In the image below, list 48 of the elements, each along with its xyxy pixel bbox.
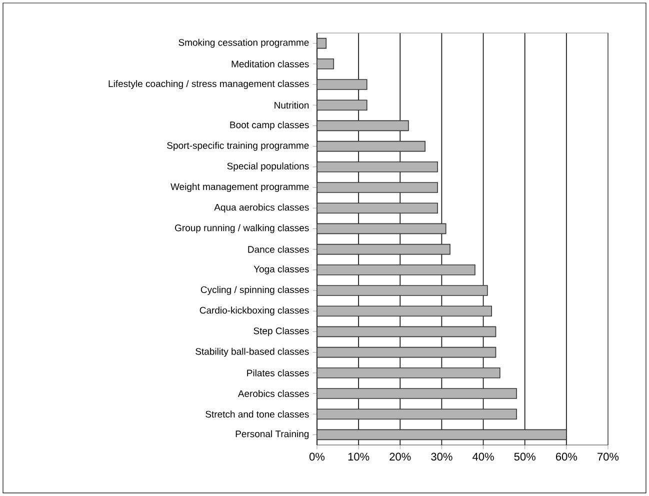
y-tick-label: Smoking cessation programme [178,38,309,48]
bar [316,79,368,90]
bar [316,326,496,338]
bar [316,140,426,152]
y-tick-label: Lifestyle coaching / stress management classes [108,80,309,89]
x-tick-label: 70% [598,452,619,461]
y-tick-label: Stretch and tone classes [206,410,309,418]
bar [316,429,567,440]
bar [316,223,446,234]
y-tick-label: Personal Training [236,430,309,440]
y-tick-label: Dance classes [248,246,309,253]
bar [316,100,368,110]
bar [316,162,438,172]
x-tick-label: 40% [472,452,494,461]
y-tick-label: Stability ball-based classes [196,348,309,357]
x-tick-label: 10% [348,452,370,461]
bar [316,244,450,255]
bar [316,38,327,49]
bar [316,367,500,378]
x-tick-label: 0% [309,452,325,461]
y-tick-label: Nutrition [274,102,309,109]
y-tick-label: Sport-specific training programme [167,142,309,151]
y-tick-label: Weight management programme [170,183,309,192]
y-tick-label: Cardio-kickboxing classes [200,306,309,316]
bar [316,346,496,358]
bar [316,306,492,316]
bar [316,388,517,399]
y-tick-label: Aerobics classes [238,390,309,397]
y-tick-label: Boot camp classes [230,121,309,130]
bar [316,182,438,193]
y-tick-label: Cycling / spinning classes [200,286,309,295]
y-tick-label: Special populations [227,162,309,172]
y-tick-label: Step Classes [254,327,309,336]
bar [316,120,409,132]
y-tick-label: Aqua aerobics classes [214,204,309,213]
bar [316,58,334,70]
x-tick-label: 30% [431,452,452,461]
bar [316,264,476,276]
y-tick-label: Group running / walking classes [175,224,309,234]
x-tick-label: 50% [514,452,536,461]
y-tick-label: Pilates classes [247,369,309,376]
bar [316,285,488,296]
x-tick-label: 60% [556,452,578,461]
bar [316,408,517,420]
y-tick-label: Meditation classes [232,60,309,68]
x-tick-label: 20% [390,452,411,461]
bar [316,202,438,214]
y-tick-label: Yoga classes [254,265,309,274]
